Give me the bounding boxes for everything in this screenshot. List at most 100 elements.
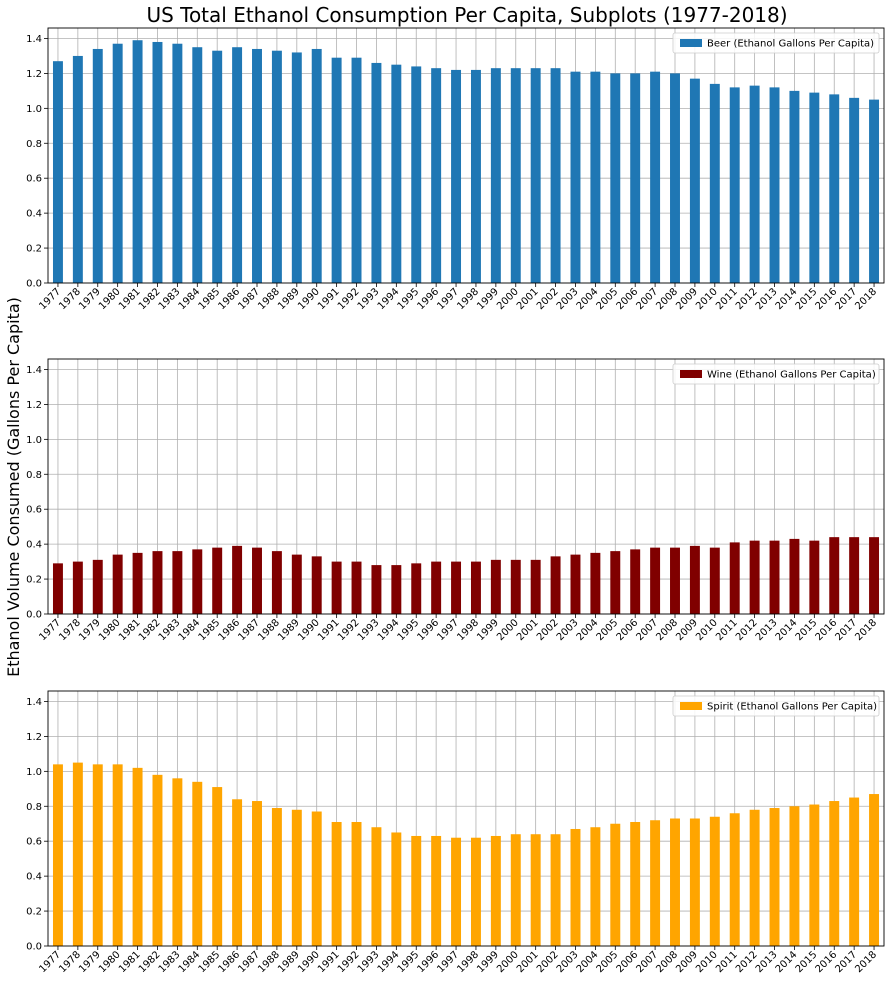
bar-beer-1986: [232, 47, 243, 284]
bar-beer-2018: [869, 99, 880, 283]
x-tick-label: 1997: [435, 617, 461, 643]
x-tick-label: 1983: [157, 617, 183, 643]
bar-beer-2007: [650, 71, 661, 283]
bar-spirit-1977: [52, 764, 63, 946]
x-tick-label: 2010: [694, 286, 720, 312]
x-tick-label: 1995: [396, 286, 422, 312]
x-tick-label: 1992: [336, 949, 362, 975]
x-tick-label: 1986: [216, 286, 242, 312]
x-tick-label: 2013: [754, 286, 780, 312]
bar-spirit-2009: [689, 818, 700, 946]
bar-wine-2013: [769, 540, 780, 614]
x-tick-label: 1981: [117, 286, 143, 312]
x-tick-label: 2016: [814, 286, 840, 312]
bar-spirit-1989: [291, 809, 302, 946]
y-tick-label: 0.6: [26, 505, 42, 516]
x-tick-label: 1996: [415, 286, 441, 312]
x-tick-label: 2009: [674, 949, 700, 975]
bar-spirit-2015: [809, 804, 820, 946]
bar-wine-2017: [849, 537, 860, 614]
x-tick-label: 1980: [97, 286, 123, 312]
bar-wine-1991: [331, 561, 342, 614]
x-tick-label: 1991: [316, 286, 342, 312]
x-tick-label: 2000: [495, 949, 521, 975]
bar-spirit-1991: [331, 821, 342, 946]
bar-beer-1980: [112, 43, 123, 283]
bar-spirit-2003: [570, 828, 581, 946]
x-tick-label: 2018: [853, 949, 879, 975]
bar-beer-1996: [431, 68, 442, 283]
bar-wine-1985: [212, 547, 223, 614]
x-tick-label: 2018: [853, 617, 879, 643]
x-tick-label: 1980: [97, 617, 123, 643]
x-tick-label: 1977: [37, 617, 63, 643]
x-tick-label: 1999: [475, 286, 501, 312]
bar-wine-1981: [132, 552, 143, 614]
bar-beer-1998: [470, 69, 481, 283]
bar-beer-2015: [809, 92, 820, 283]
bar-beer-2003: [570, 71, 581, 283]
bar-beer-2009: [689, 78, 700, 283]
bar-beer-1978: [72, 55, 83, 283]
x-tick-label: 1985: [197, 617, 223, 643]
x-tick-label: 1986: [216, 949, 242, 975]
x-tick-label: 1994: [376, 617, 402, 643]
y-tick-label: 0.6: [26, 174, 42, 185]
x-tick-label: 2000: [495, 617, 521, 643]
bar-wine-2012: [749, 540, 760, 614]
bar-spirit-2006: [630, 821, 641, 946]
legend-label: Wine (Ethanol Gallons Per Capita): [707, 370, 876, 381]
y-tick-label: 1.2: [26, 69, 42, 80]
legend-box: [672, 32, 880, 54]
x-tick-label: 2008: [654, 617, 680, 643]
legend-label: Spirit (Ethanol Gallons Per Capita): [707, 702, 877, 713]
x-tick-label: 2015: [794, 949, 820, 975]
bar-beer-2014: [789, 90, 800, 283]
bar-spirit-1992: [351, 821, 362, 946]
x-tick-label: 1979: [77, 949, 103, 975]
x-tick-label: 1998: [455, 617, 481, 643]
x-tick-label: 2016: [814, 949, 840, 975]
bar-spirit-2004: [590, 827, 601, 946]
bar-wine-2011: [729, 542, 740, 614]
x-tick-label: 2007: [634, 286, 660, 312]
bar-spirit-2011: [729, 813, 740, 946]
x-tick-label: 1978: [57, 617, 83, 643]
bar-wine-1988: [271, 551, 282, 614]
x-tick-label: 2010: [694, 617, 720, 643]
bar-wine-1978: [72, 561, 83, 614]
bar-spirit-1993: [371, 827, 382, 946]
bar-wine-1990: [311, 556, 322, 614]
y-tick-label: 1.4: [26, 365, 42, 376]
chart-title: US Total Ethanol Consumption Per Capita,…: [146, 3, 787, 27]
legend-swatch: [680, 370, 702, 378]
y-tick-label: 0.4: [26, 209, 42, 220]
y-tick-label: 1.2: [26, 400, 42, 411]
bar-spirit-2008: [670, 818, 680, 946]
x-tick-label: 1988: [256, 949, 282, 975]
x-tick-label: 2007: [634, 949, 660, 975]
bar-spirit-2014: [789, 806, 800, 946]
y-tick-label: 0.0: [26, 279, 42, 290]
bar-beer-1988: [271, 50, 282, 284]
bar-wine-1993: [371, 565, 382, 614]
x-tick-label: 2017: [833, 286, 859, 312]
bar-beer-2002: [550, 68, 561, 283]
bar-spirit-1994: [391, 832, 402, 946]
bar-beer-2005: [610, 73, 621, 284]
legend: Beer (Ethanol Gallons Per Capita): [672, 32, 880, 54]
x-tick-label: 2002: [535, 617, 561, 643]
y-tick-label: 0.8: [26, 470, 42, 481]
y-tick-label: 0.6: [26, 837, 42, 848]
bar-wine-1999: [490, 559, 501, 614]
x-tick-label: 2014: [774, 617, 800, 643]
bar-spirit-1987: [252, 801, 262, 946]
bar-beer-1994: [391, 64, 402, 283]
x-tick-label: 2011: [714, 617, 740, 643]
legend-box: [672, 363, 880, 385]
axes-frame: [47, 358, 885, 615]
bar-spirit-1997: [451, 837, 462, 946]
bar-wine-2005: [610, 551, 621, 614]
bar-beer-1997: [451, 69, 462, 283]
subplot-wine: 0.0 0.2 0.4 0.6 0.8 1.0 1.2 1.4 1977197819791980…: [26, 358, 885, 643]
